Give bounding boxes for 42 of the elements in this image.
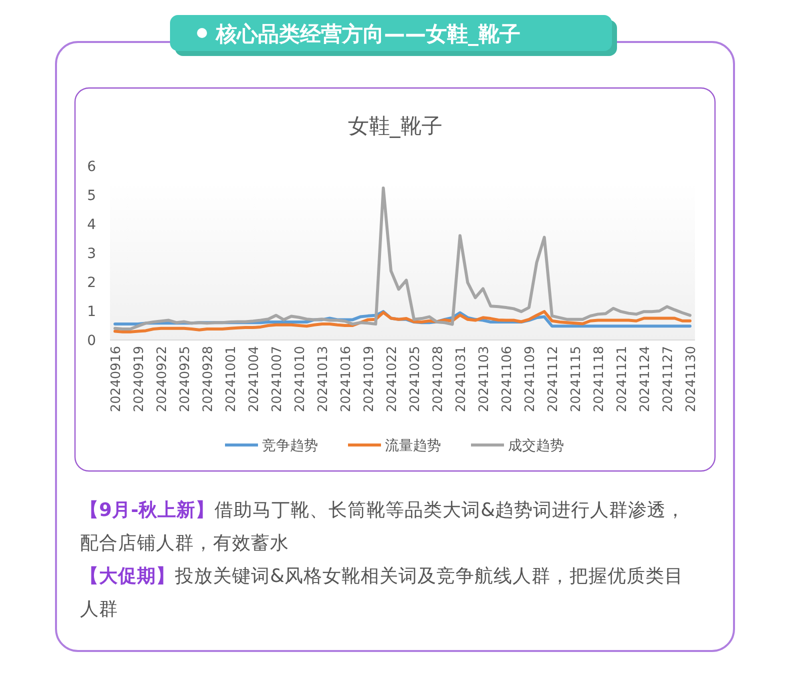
- x-tick-label: 20241028: [431, 346, 446, 412]
- legend-label: 流量趋势: [385, 438, 441, 454]
- x-tick-label: 20241106: [500, 346, 515, 412]
- x-tick-label: 20240928: [201, 346, 216, 412]
- x-tick-label: 20241007: [270, 346, 285, 412]
- x-tick-label: 20241022: [385, 346, 400, 412]
- legend-label: 竞争趋势: [262, 438, 318, 454]
- y-tick-label: 6: [87, 159, 96, 175]
- y-tick-label: 0: [87, 333, 96, 349]
- x-tick-label: 20241016: [339, 346, 354, 412]
- x-tick-label: 20241121: [615, 346, 630, 412]
- x-tick-label: 20241019: [362, 346, 377, 412]
- y-tick-label: 2: [87, 275, 96, 291]
- x-tick-label: 20240922: [155, 346, 170, 412]
- x-tick-label: 20241112: [546, 346, 561, 412]
- y-tick-label: 1: [87, 304, 96, 320]
- text: 【9月-秋上新】借助马丁靴、长筒靴等品类大词&趋势词进行人群渗透，配合店铺人群，有效蓄水: [80, 499, 685, 554]
- x-tick-label: 20241010: [293, 346, 308, 412]
- text: 核心品类经营方向——女鞋_靴子: [215, 22, 520, 46]
- x-tick-label: 20241127: [661, 346, 676, 412]
- x-tick-label: 20241130: [684, 346, 699, 412]
- x-tick-label: 20241025: [408, 346, 423, 412]
- x-tick-label: 20241013: [316, 346, 331, 412]
- line-series: [114, 310, 692, 334]
- text: 【大促期】投放关键词&风格女靴相关词及竞争航线人群，把握优质类目人群: [80, 566, 684, 620]
- y-tick-label: 5: [87, 188, 96, 204]
- y-tick-label: 3: [87, 246, 96, 262]
- x-tick-label: 20240919: [132, 346, 147, 412]
- x-tick-label: 20241109: [523, 346, 538, 412]
- x-tick-label: 20241115: [569, 346, 584, 412]
- x-tick-label: 20241124: [638, 346, 653, 412]
- y-tick-label: 4: [87, 217, 96, 233]
- x-tick-label: 20241001: [224, 346, 239, 412]
- x-tick-label: 20241118: [592, 346, 607, 412]
- x-tick-label: 20241103: [477, 346, 492, 412]
- x-tick-label: 20240916: [109, 346, 124, 412]
- chart-title: 女鞋_靴子: [348, 114, 442, 138]
- line-series: [114, 186, 692, 330]
- x-tick-label: 20241004: [247, 346, 262, 412]
- x-tick-label: 20241031: [454, 346, 469, 412]
- x-tick-label: 20240925: [178, 346, 193, 412]
- legend-label: 成交趋势: [508, 438, 564, 454]
